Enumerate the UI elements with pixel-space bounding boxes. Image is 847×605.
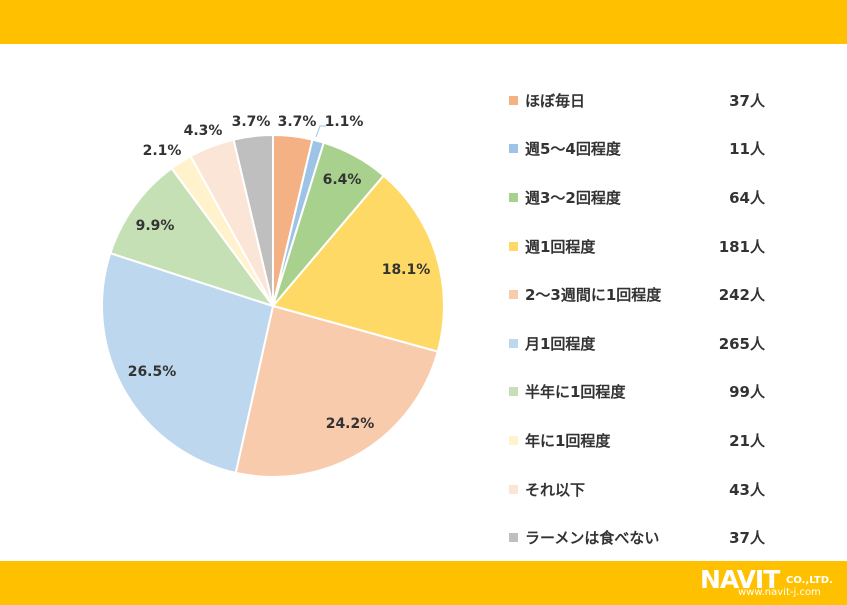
pie-slice-4	[271, 174, 445, 353]
legend: ほぼ毎日 37人 週5～4回程度 11人 週3～2回程度 64人 週1回程度 181人 2～3週…	[509, 76, 839, 562]
legend-count: 11人	[729, 140, 765, 159]
legend-item: 年に1回程度 21人	[509, 416, 839, 465]
legend-swatch	[509, 484, 518, 494]
legend-item: 週3～2回程度 64人	[509, 173, 839, 222]
legend-label: 月1回程度	[525, 334, 596, 353]
logo-suffix: CO.,LTD.	[786, 575, 833, 586]
legend-item: ラーメンは食べない 37人	[509, 513, 839, 562]
top-banner	[0, 0, 847, 44]
legend-item: 週5～4回程度 11人	[509, 125, 839, 174]
legend-count: 43人	[729, 480, 765, 499]
legend-count: 181人	[718, 237, 765, 256]
data-label-1: 3.7%	[278, 114, 317, 130]
bottom-banner	[0, 561, 847, 605]
legend-label: 週1回程度	[525, 237, 596, 256]
legend-swatch	[509, 387, 518, 397]
legend-label: 週5～4回程度	[525, 140, 621, 159]
legend-item: 2～3週間に1回程度 242人	[509, 270, 839, 319]
pie-slice-6	[101, 251, 275, 475]
legend-count: 37人	[729, 91, 765, 110]
data-label-5: 24.2%	[326, 416, 375, 432]
data-label-4: 18.1%	[382, 262, 431, 278]
legend-count: 242人	[718, 286, 765, 305]
legend-label: それ以下	[525, 480, 586, 499]
data-label-8: 2.1%	[143, 143, 182, 159]
legend-label: 2～3週間に1回程度	[525, 286, 662, 305]
legend-count: 37人	[729, 529, 765, 548]
legend-swatch	[509, 95, 518, 105]
pie-slice-10	[232, 133, 274, 307]
leader-line	[315, 125, 326, 138]
legend-count: 99人	[729, 383, 765, 402]
legend-swatch	[509, 144, 518, 154]
legend-count: 64人	[729, 188, 765, 207]
legend-item: 月1回程度 265人	[509, 319, 839, 368]
data-label-9: 4.3%	[184, 123, 223, 139]
legend-label: ほぼ毎日	[525, 91, 586, 110]
legend-label: ラーメンは食べない	[525, 529, 660, 548]
pie-slice-7	[109, 166, 276, 308]
pie-chart: 3.7% 1.1% 6.4% 18.1% 24.2% 26.5% 9.9% 2.1%4.3% 3…	[101, 114, 445, 478]
legend-swatch	[509, 435, 518, 445]
legend-item: 週1回程度 181人	[509, 222, 839, 271]
legend-swatch	[509, 241, 518, 251]
legend-swatch	[509, 192, 518, 202]
legend-count: 265人	[718, 334, 765, 353]
logo-url: www.navit-j.com	[738, 587, 821, 598]
data-label-7: 9.9%	[136, 218, 175, 234]
navit-logo: NAVIT CO.,LTD. www.navit-j.com	[700, 566, 840, 600]
data-label-10: 3.7%	[232, 114, 271, 130]
data-label-2: 1.1%	[325, 114, 364, 130]
legend-swatch	[509, 290, 518, 300]
data-label-3: 6.4%	[323, 172, 362, 188]
logo-wordmark: NAVIT	[700, 565, 780, 594]
pie-slice-5	[234, 304, 440, 478]
legend-item: ほぼ毎日 37人	[509, 76, 839, 125]
legend-swatch	[509, 533, 518, 543]
legend-label: 週3～2回程度	[525, 188, 621, 207]
legend-label: 半年に1回程度	[525, 383, 626, 402]
legend-item: それ以下 43人	[509, 465, 839, 514]
legend-count: 21人	[729, 431, 765, 450]
data-label-6: 26.5%	[128, 364, 177, 380]
legend-item: 半年に1回程度 99人	[509, 368, 839, 417]
legend-label: 年に1回程度	[525, 431, 611, 450]
legend-swatch	[509, 338, 518, 348]
